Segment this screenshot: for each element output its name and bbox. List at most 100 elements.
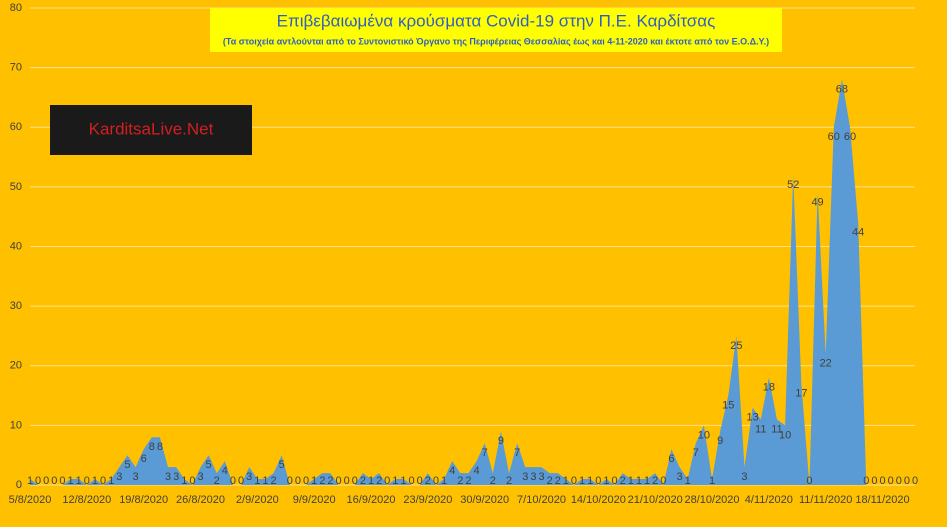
data-label: 1 (368, 475, 374, 487)
data-label: 2 (214, 475, 220, 487)
data-label: 0 (612, 475, 618, 487)
data-label: 1 (254, 475, 260, 487)
data-label: 17 (795, 388, 807, 400)
x-tick-label: 21/10/2020 (628, 494, 683, 506)
data-label: 0 (230, 475, 236, 487)
data-label: 15 (722, 399, 734, 411)
data-label: 3 (173, 471, 179, 483)
data-label: 18 (763, 382, 775, 394)
data-label: 25 (730, 340, 742, 352)
data-label: 1 (579, 475, 585, 487)
data-label: 0 (352, 475, 358, 487)
data-label: 4 (449, 465, 455, 477)
data-label: 0 (335, 475, 341, 487)
x-tick-label: 23/9/2020 (403, 494, 452, 506)
data-label: 0 (189, 475, 195, 487)
data-label: 0 (51, 475, 57, 487)
x-tick-label: 9/9/2020 (293, 494, 336, 506)
data-label: 2 (360, 475, 366, 487)
data-label: 1 (628, 475, 634, 487)
x-tick-label: 4/11/2020 (745, 494, 793, 506)
title-box (210, 8, 782, 52)
data-label: 1 (441, 475, 447, 487)
data-label: 1 (587, 475, 593, 487)
x-tick-label: 28/10/2020 (684, 494, 739, 506)
data-label: 0 (303, 475, 309, 487)
x-tick-label: 12/8/2020 (62, 494, 111, 506)
data-label: 1 (108, 475, 114, 487)
data-label: 2 (319, 475, 325, 487)
data-label: 1 (311, 475, 317, 487)
data-label: 1 (392, 475, 398, 487)
data-label: 2 (327, 475, 333, 487)
data-label: 8 (149, 441, 155, 453)
data-label: 3 (538, 471, 544, 483)
data-label: 3 (530, 471, 536, 483)
data-label: 7 (693, 447, 699, 459)
data-label: 1 (68, 475, 74, 487)
data-label: 1 (400, 475, 406, 487)
data-label: 7 (482, 447, 488, 459)
data-label: 0 (287, 475, 293, 487)
data-label: 11 (771, 423, 782, 435)
data-label: 1 (27, 475, 33, 487)
data-label: 60 (844, 131, 856, 143)
data-label: 1 (181, 475, 187, 487)
logo: KarditsaLive.Net (89, 119, 214, 138)
y-tick-label: 40 (10, 240, 22, 252)
data-label: 1 (644, 475, 650, 487)
data-label: 2 (490, 475, 496, 487)
data-label: 2 (271, 475, 277, 487)
data-label: 52 (787, 179, 799, 191)
data-label: 0 (912, 475, 918, 487)
data-label: 1 (709, 475, 715, 487)
y-tick-label: 30 (10, 300, 22, 312)
data-label: 3 (132, 471, 138, 483)
data-label: 0 (571, 475, 577, 487)
data-label: 9 (498, 435, 504, 447)
y-tick-label: 20 (10, 360, 22, 372)
data-label: 22 (820, 358, 832, 370)
data-label: 1 (76, 475, 82, 487)
y-tick-label: 10 (10, 419, 22, 431)
data-label: 0 (59, 475, 65, 487)
data-label: 3 (676, 471, 682, 483)
data-label: 3 (741, 471, 747, 483)
data-label: 3 (246, 471, 252, 483)
x-tick-label: 19/8/2020 (119, 494, 168, 506)
x-tick-label: 2/9/2020 (236, 494, 279, 506)
y-tick-label: 50 (10, 181, 22, 193)
data-label: 60 (828, 131, 840, 143)
data-label: 0 (43, 475, 49, 487)
data-label: 0 (863, 475, 869, 487)
data-label: 3 (116, 471, 122, 483)
data-label: 0 (806, 475, 812, 487)
data-label: 2 (376, 475, 382, 487)
y-tick-label: 0 (16, 479, 22, 491)
data-label: 0 (344, 475, 350, 487)
data-label: 0 (384, 475, 390, 487)
data-label: 0 (417, 475, 423, 487)
data-label: 0 (433, 475, 439, 487)
data-label: 44 (852, 227, 864, 239)
area (30, 79, 915, 486)
data-label: 3 (165, 471, 171, 483)
data-label: 3 (522, 471, 528, 483)
data-label: 0 (238, 475, 244, 487)
data-label: 0 (295, 475, 301, 487)
data-label: 2 (652, 475, 658, 487)
data-label: 0 (84, 475, 90, 487)
x-tick-label: 5/8/2020 (9, 494, 52, 506)
data-label: 2 (506, 475, 512, 487)
chart-title: Επιβεβαιωμένα κρούσματα Covid-19 στην Π.… (277, 11, 716, 30)
data-label: 5 (206, 459, 212, 471)
data-label: 2 (620, 475, 626, 487)
data-label: 0 (888, 475, 894, 487)
data-label: 13 (746, 411, 758, 423)
y-tick-label: 60 (10, 121, 22, 133)
x-tick-label: 16/9/2020 (347, 494, 396, 506)
chart-subtitle: (Τα στοιχεία αντλούνται από το Συντονιστ… (223, 36, 769, 46)
data-label: 0 (904, 475, 910, 487)
data-label: 5 (124, 459, 130, 471)
